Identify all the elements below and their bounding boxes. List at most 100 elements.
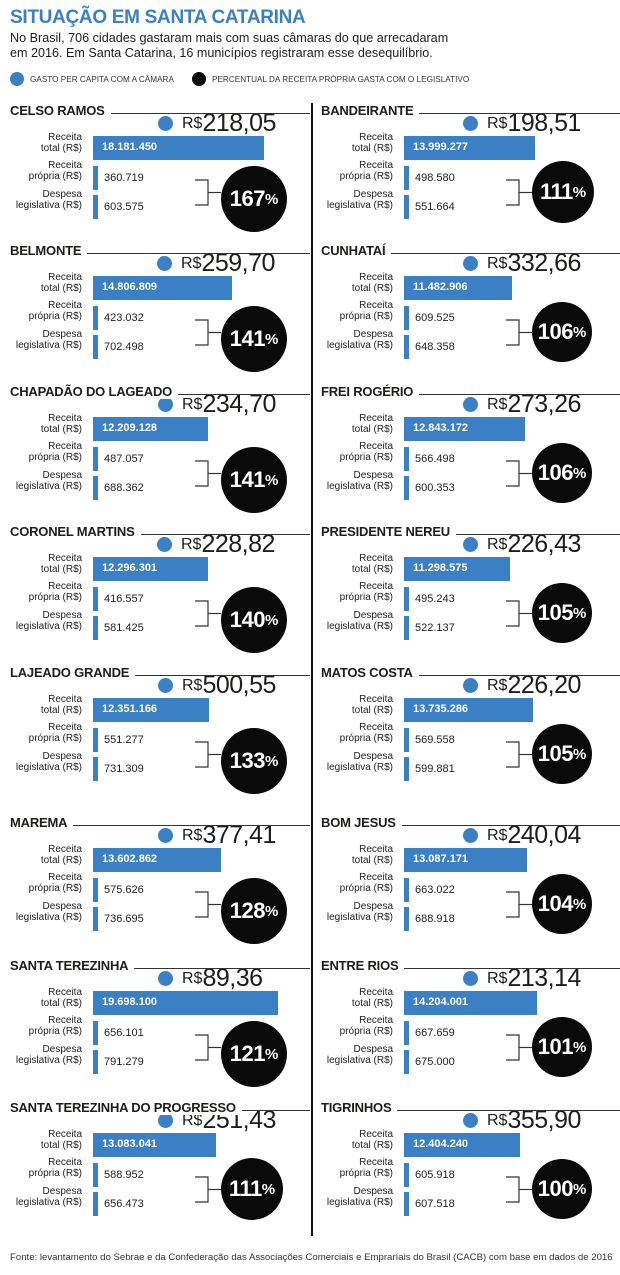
despesa-legislativa-value: 607.518 — [415, 1198, 455, 1210]
percent-sign: % — [572, 183, 587, 201]
row-label-line: total (R$) — [40, 705, 82, 716]
header-rule — [10, 675, 310, 676]
column-divider — [311, 103, 313, 1236]
municipality-name: TIGRINHOS — [321, 1100, 398, 1115]
receita-propria-bar — [404, 587, 409, 611]
municipality-name: SANTA TEREZINHA — [10, 958, 135, 973]
bracket-connector — [506, 1034, 532, 1061]
row-label-receita-propria: Receita própria (R$) — [321, 872, 393, 894]
row-label-receita-propria: Receita própria (R$) — [10, 160, 82, 182]
header-rule — [10, 253, 310, 254]
currency-symbol: R$ — [182, 114, 203, 132]
row-label-line: total (R$) — [351, 564, 393, 575]
bracket-connector — [195, 891, 221, 918]
despesa-legislativa-value: 648.358 — [415, 341, 455, 353]
receita-total-value: 11.482.906 — [413, 281, 468, 293]
receita-propria-value: 575.626 — [104, 884, 144, 896]
blue-dot-icon — [10, 72, 24, 86]
percent-sign: % — [264, 1045, 279, 1063]
row-label-line: própria (R$) — [339, 733, 393, 744]
currency-symbol: R$ — [182, 676, 203, 694]
receita-propria-value: 605.918 — [415, 1169, 455, 1181]
row-label-line: Receita — [359, 722, 393, 733]
row-label-receita-total: Receita total (R$) — [10, 553, 82, 575]
row-label-line: legislativa (R$) — [326, 481, 393, 492]
percent-sign: % — [572, 464, 587, 482]
percentage-number: 141 — [229, 467, 266, 492]
row-label-line: Receita — [48, 1157, 82, 1168]
row-label-receita-total: Receita total (R$) — [10, 1129, 82, 1151]
receita-propria-value: 656.101 — [104, 1027, 144, 1039]
blue-dot-icon — [157, 256, 172, 271]
percentage-badge: 106% — [532, 443, 592, 503]
receita-propria-value: 667.659 — [415, 1027, 455, 1039]
percentage-number: 128 — [229, 898, 266, 923]
row-label-line: total (R$) — [351, 424, 393, 435]
row-label-line: Despesa — [353, 470, 393, 481]
receita-total-bar — [93, 557, 208, 581]
percentage-number: 100 — [537, 1176, 574, 1201]
receita-total-value: 14.806.809 — [102, 281, 158, 293]
bracket-connector — [195, 600, 221, 627]
municipality-name: CORONEL MARTINS — [10, 524, 141, 539]
receita-total-bar — [404, 417, 525, 441]
percentage-number: 111 — [228, 1176, 262, 1201]
row-label-line: própria (R$) — [339, 1026, 393, 1037]
municipality-panel: BOM JESUS R$ 240,04 Receita total (R$) Receit… — [321, 815, 620, 955]
row-label-receita-total: Receita total (R$) — [10, 844, 82, 866]
row-label-line: Despesa — [42, 1044, 82, 1055]
row-label-line: própria (R$) — [339, 1168, 393, 1179]
municipality-panel: LAJEADO GRANDE R$ 500,55 Receita total (R$) R… — [10, 665, 310, 805]
row-label-despesa-legislativa: Despesa legislativa (R$) — [321, 189, 393, 211]
bracket-connector — [506, 179, 532, 206]
bracket-connector — [506, 741, 532, 768]
currency-symbol: R$ — [487, 676, 508, 694]
row-label-line: legislativa (R$) — [326, 762, 393, 773]
receita-propria-bar — [93, 447, 98, 471]
row-label-line: legislativa (R$) — [326, 1055, 393, 1066]
receita-total-bar — [404, 557, 510, 581]
row-label-receita-propria: Receita própria (R$) — [10, 441, 82, 463]
despesa-legislativa-value: 688.362 — [104, 482, 144, 494]
despesa-legislativa-value: 599.881 — [415, 763, 455, 775]
row-label-line: própria (R$) — [28, 452, 82, 463]
row-label-despesa-legislativa: Despesa legislativa (R$) — [10, 189, 82, 211]
percentage-badge: 111% — [532, 161, 594, 223]
percentage-badge: 105% — [532, 583, 592, 643]
header-rule — [10, 534, 310, 535]
row-label-line: total (R$) — [40, 1140, 82, 1151]
receita-total-value: 12.209.128 — [102, 422, 158, 434]
blue-dot-icon — [158, 397, 173, 412]
receita-total-value: 11.298.575 — [413, 562, 468, 574]
blue-dot-icon — [158, 828, 173, 843]
percentage-badge: 111% — [221, 1158, 283, 1220]
despesa-legislativa-bar — [93, 335, 98, 359]
bracket-connector — [195, 1034, 221, 1061]
row-label-line: legislativa (R$) — [15, 762, 82, 773]
municipality-panel: PRESIDENTE NEREU R$ 226,43 Receita total (R$… — [321, 524, 620, 664]
blue-dot-icon — [463, 828, 478, 843]
row-label-line: Receita — [359, 872, 393, 883]
row-label-despesa-legislativa: Despesa legislativa (R$) — [321, 1186, 393, 1208]
receita-total-bar — [93, 698, 209, 722]
municipality-panel: CELSO RAMOS R$ 218,05 Receita total (R$) Rece… — [10, 103, 310, 243]
receita-total-value: 14.204.001 — [413, 996, 469, 1008]
row-label-line: Receita — [48, 553, 82, 564]
row-label-receita-total: Receita total (R$) — [321, 413, 393, 435]
row-label-despesa-legislativa: Despesa legislativa (R$) — [321, 610, 393, 632]
receita-propria-bar — [404, 878, 409, 902]
row-label-line: própria (R$) — [339, 311, 393, 322]
percent-sign: % — [264, 902, 279, 920]
row-label-receita-total: Receita total (R$) — [10, 272, 82, 294]
percent-sign: % — [572, 323, 587, 341]
row-label-receita-propria: Receita própria (R$) — [321, 300, 393, 322]
row-label-line: total (R$) — [351, 143, 393, 154]
despesa-legislativa-bar — [404, 335, 409, 359]
row-label-line: Receita — [359, 553, 393, 564]
percentage-number: 101 — [537, 1034, 574, 1059]
despesa-legislativa-bar — [93, 195, 98, 219]
row-label-line: total (R$) — [40, 564, 82, 575]
row-label-receita-total: Receita total (R$) — [321, 1129, 393, 1151]
percentage-number: 105 — [537, 741, 574, 766]
row-label-line: Receita — [48, 694, 82, 705]
